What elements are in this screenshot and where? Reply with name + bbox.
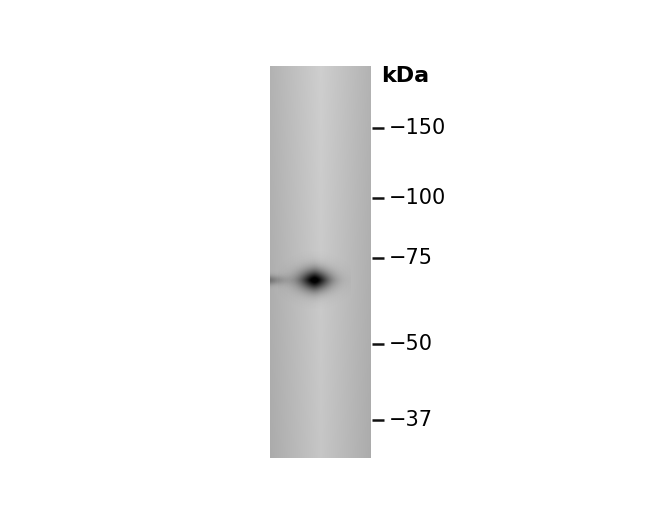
Text: −100: −100 — [389, 188, 446, 208]
Text: −37: −37 — [389, 410, 432, 430]
Text: −50: −50 — [389, 334, 432, 354]
Text: −150: −150 — [389, 118, 446, 138]
Text: −75: −75 — [389, 248, 432, 268]
Text: kDa: kDa — [381, 66, 429, 86]
